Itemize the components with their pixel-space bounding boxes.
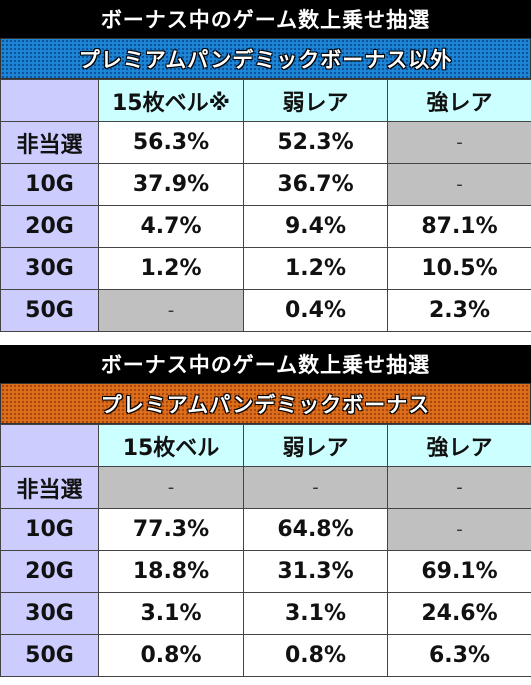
row-header: 10G xyxy=(0,508,99,551)
probability-cell: 2.3% xyxy=(387,289,531,332)
column-header-weak-rare: 弱レア xyxy=(243,79,388,122)
column-header-strong-rare: 強レア xyxy=(387,79,531,122)
probability-cell: 24.6% xyxy=(387,592,531,635)
probability-cell: 36.7% xyxy=(243,163,388,206)
table-row: 50G 0.8% 0.8% 6.3% xyxy=(0,634,531,677)
row-header: 50G xyxy=(0,634,99,677)
table-title: ボーナス中のゲーム数上乗せ抽選 xyxy=(0,345,531,383)
probability-table: 15枚ベル※ 弱レア 強レア 非当選 56.3% 52.3% -10G 37.9% 36.… xyxy=(0,79,531,332)
table-subtitle: プレミアムパンデミックボーナス xyxy=(0,383,531,424)
not-applicable-cell: - xyxy=(387,163,531,206)
table-row: 30G 3.1% 3.1% 24.6% xyxy=(0,592,531,635)
corner-cell xyxy=(0,424,99,467)
probability-cell: 31.3% xyxy=(243,550,388,593)
probability-cell: 1.2% xyxy=(243,247,388,290)
not-applicable-cell: - xyxy=(387,466,531,509)
probability-cell: 6.3% xyxy=(387,634,531,677)
probability-cell: 9.4% xyxy=(243,205,388,248)
not-applicable-cell: - xyxy=(98,289,244,332)
row-header: 30G xyxy=(0,592,99,635)
row-header: 非当選 xyxy=(0,121,99,164)
table-panel-non-premium: ボーナス中のゲーム数上乗せ抽選 プレミアムパンデミックボーナス以外 15枚ベル※… xyxy=(0,0,531,332)
row-header: 非当選 xyxy=(0,466,99,509)
column-header-weak-rare: 弱レア xyxy=(243,424,388,467)
column-header-bell: 15枚ベル※ xyxy=(98,79,244,122)
probability-cell: 10.5% xyxy=(387,247,531,290)
table-row: 30G 1.2% 1.2% 10.5% xyxy=(0,247,531,290)
probability-table: 15枚ベル 弱レア 強レア 非当選 - - -10G 77.3% 64.8% -20G 18.… xyxy=(0,424,531,677)
table-row: 非当選 56.3% 52.3% - xyxy=(0,121,531,164)
column-header-strong-rare: 強レア xyxy=(387,424,531,467)
probability-cell: 37.9% xyxy=(98,163,244,206)
table-row: 非当選 - - - xyxy=(0,466,531,509)
header-row: 15枚ベル※ 弱レア 強レア xyxy=(0,79,531,122)
column-header-bell: 15枚ベル xyxy=(98,424,244,467)
probability-cell: 3.1% xyxy=(98,592,244,635)
corner-cell xyxy=(0,79,99,122)
table-title: ボーナス中のゲーム数上乗せ抽選 xyxy=(0,0,531,38)
probability-cell: 52.3% xyxy=(243,121,388,164)
probability-cell: 87.1% xyxy=(387,205,531,248)
table-row: 50G -0.4% 2.3% xyxy=(0,289,531,332)
table-row: 20G 18.8% 31.3% 69.1% xyxy=(0,550,531,593)
not-applicable-cell: - xyxy=(387,508,531,551)
probability-cell: 56.3% xyxy=(98,121,244,164)
row-header: 20G xyxy=(0,550,99,593)
not-applicable-cell: - xyxy=(243,466,388,509)
table-row: 10G 77.3% 64.8% - xyxy=(0,508,531,551)
probability-cell: 64.8% xyxy=(243,508,388,551)
table-subtitle: プレミアムパンデミックボーナス以外 xyxy=(0,38,531,79)
not-applicable-cell: - xyxy=(387,121,531,164)
probability-cell: 4.7% xyxy=(98,205,244,248)
probability-cell: 0.4% xyxy=(243,289,388,332)
table-panel-premium: ボーナス中のゲーム数上乗せ抽選 プレミアムパンデミックボーナス 15枚ベル 弱レ… xyxy=(0,345,531,677)
probability-cell: 0.8% xyxy=(243,634,388,677)
row-header: 20G xyxy=(0,205,99,248)
row-header: 50G xyxy=(0,289,99,332)
probability-cell: 69.1% xyxy=(387,550,531,593)
row-header: 10G xyxy=(0,163,99,206)
table-row: 10G 37.9% 36.7% - xyxy=(0,163,531,206)
probability-cell: 3.1% xyxy=(243,592,388,635)
row-header: 30G xyxy=(0,247,99,290)
header-row: 15枚ベル 弱レア 強レア xyxy=(0,424,531,467)
probability-cell: 77.3% xyxy=(98,508,244,551)
probability-cell: 18.8% xyxy=(98,550,244,593)
not-applicable-cell: - xyxy=(98,466,244,509)
probability-cell: 1.2% xyxy=(98,247,244,290)
probability-cell: 0.8% xyxy=(98,634,244,677)
table-row: 20G 4.7% 9.4% 87.1% xyxy=(0,205,531,248)
